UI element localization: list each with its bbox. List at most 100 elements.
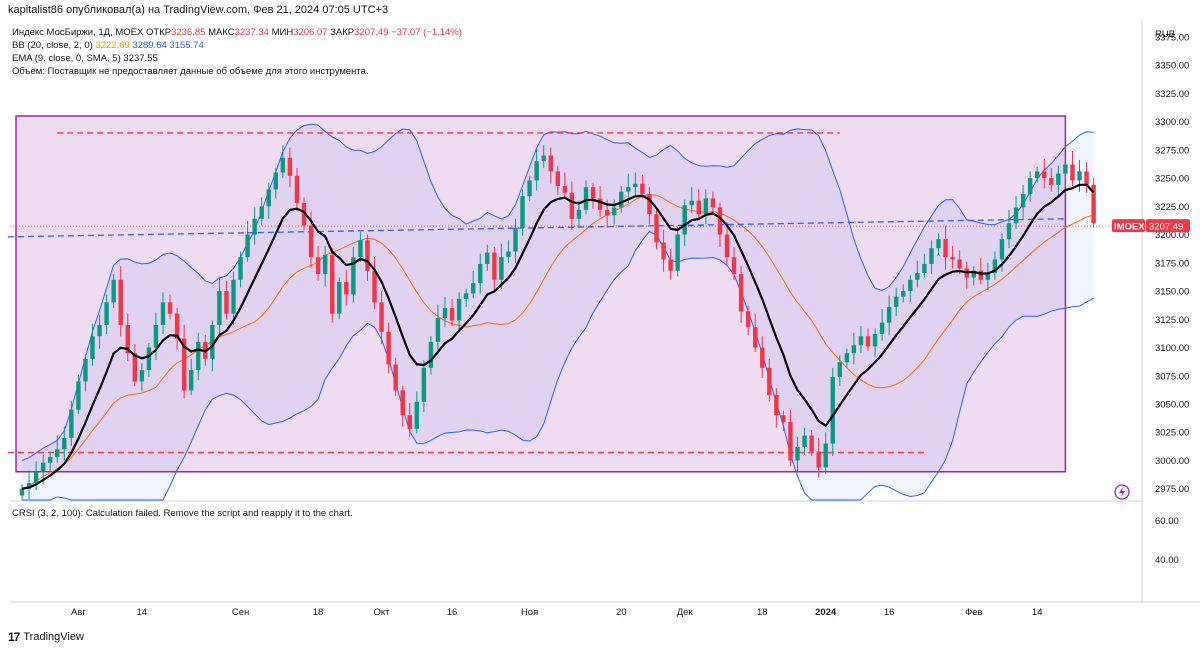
ema-layer: [21, 183, 1095, 490]
candle-body: [555, 171, 560, 187]
candle-body: [471, 283, 476, 294]
candle-body: [266, 189, 271, 207]
crsi-message: CRSI (3, 2, 100): Calculation failed. Re…: [12, 508, 353, 519]
candle-body: [358, 240, 363, 258]
candle-body: [301, 202, 307, 226]
footer-brand[interactable]: 17 TradingView: [8, 630, 84, 644]
candle-body: [548, 155, 553, 172]
lightning-alert-icon: [1114, 484, 1130, 500]
candle-body: [153, 324, 159, 348]
candle-body: [745, 311, 751, 328]
legend-bb-row[interactable]: BB (20, close, 2, 0) 3222.69 3289.64 315…: [12, 39, 462, 52]
symbol-tag-bg: [1112, 219, 1145, 233]
candle-body: [929, 248, 934, 264]
footer-brand-text: TradingView: [23, 631, 84, 643]
candle-body: [111, 279, 116, 303]
candle-body: [83, 358, 88, 382]
candle-body: [414, 401, 419, 429]
candle-body: [936, 239, 941, 249]
candle-body: [407, 415, 412, 429]
candle-body: [753, 327, 758, 348]
candle-body: [950, 257, 955, 260]
candle-body: [943, 239, 948, 258]
time-tick-label: Окт: [374, 607, 391, 618]
legend-ohlc-row[interactable]: Индекс МосБиржи, 1Д, MOEX ОТКР3236.85 МА…: [12, 26, 462, 39]
crsi-tick-label: 60.00: [1155, 516, 1179, 527]
candle-body: [174, 313, 180, 339]
candle-body: [69, 409, 74, 438]
candle-body: [287, 157, 293, 176]
legend-open-label: ОТКР: [146, 27, 172, 38]
legend-bb-label: BB (20, close, 2, 0): [12, 40, 93, 51]
time-tick-label: 14: [1032, 607, 1043, 618]
candle-body: [245, 234, 250, 258]
candles-layer: [19, 145, 1096, 500]
candle-body: [851, 345, 857, 354]
chart-legend: Индекс МосБиржи, 1Д, MOEX ОТКР3236.85 МА…: [12, 26, 462, 78]
candle-body: [442, 308, 448, 319]
candle-body: [478, 263, 483, 284]
candle-body: [541, 155, 546, 162]
candle-body: [682, 205, 687, 235]
candle-body: [626, 187, 631, 192]
candle-body: [252, 218, 257, 235]
candle-body: [809, 435, 814, 452]
candle-body: [985, 272, 991, 280]
candle-body: [738, 274, 744, 312]
candle-body: [597, 198, 603, 210]
candle-body: [647, 193, 652, 215]
time-tick-label: Сен: [232, 607, 249, 618]
candle-body: [1006, 223, 1012, 240]
legend-low-label: МИН: [271, 27, 294, 38]
candle-body: [125, 324, 130, 354]
time-tick-label: Ноя: [521, 607, 538, 618]
time-tick-label: 20: [616, 607, 627, 618]
candle-body: [365, 240, 370, 271]
candle-body: [865, 336, 871, 347]
price-tick-label: 3275.00: [1155, 145, 1189, 156]
candle-body: [97, 324, 102, 337]
legend-change-value: −37.07 (−1.14%): [391, 27, 462, 38]
candle-body: [612, 207, 617, 216]
candle-body: [534, 161, 539, 181]
candle-body: [259, 206, 264, 219]
candle-body: [816, 451, 821, 468]
candle-body: [1027, 178, 1033, 194]
legend-ema-row[interactable]: EMA (9, close, 0, SMA, 5) 3237.55: [12, 52, 462, 65]
candle-body: [463, 293, 469, 299]
bollinger-upper-line: [21, 123, 1094, 461]
candle-body: [1035, 171, 1040, 179]
price-tick-label: 3150.00: [1155, 287, 1189, 298]
candle-body: [999, 239, 1005, 260]
legend-volume-row: Объём: Поставщик не предоставляет данные…: [12, 65, 462, 78]
candle-body: [872, 333, 878, 347]
candle-body: [428, 341, 434, 368]
candle-body: [576, 209, 582, 219]
price-tick-label: 3350.00: [1155, 61, 1189, 72]
candle-body: [456, 298, 462, 321]
grid-layer: [10, 20, 1200, 603]
candle-body: [506, 251, 511, 258]
candle-body: [760, 347, 765, 368]
candle-body: [901, 291, 906, 297]
candle-body: [992, 259, 998, 273]
last-price-tag-bg: [1146, 219, 1190, 233]
candle-body: [351, 257, 356, 295]
candle-body: [823, 443, 828, 468]
bollinger-basis-line: [21, 193, 1094, 490]
candle-body: [844, 353, 850, 363]
candle-body: [583, 187, 589, 210]
time-tick-label: 16: [884, 607, 895, 618]
candle-body: [781, 415, 786, 423]
time-tick-label: 18: [757, 607, 768, 618]
candle-body: [788, 422, 793, 461]
candle-body: [344, 282, 349, 295]
currency-label: RUB: [1155, 29, 1175, 40]
candle-body: [160, 302, 166, 325]
levels-layer: [7, 132, 1142, 454]
candle-body: [527, 180, 532, 197]
level-trend: [7, 218, 1066, 238]
legend-symbol: Индекс МосБиржи, 1Д, MOEX: [12, 27, 144, 38]
candle-body: [372, 270, 377, 303]
